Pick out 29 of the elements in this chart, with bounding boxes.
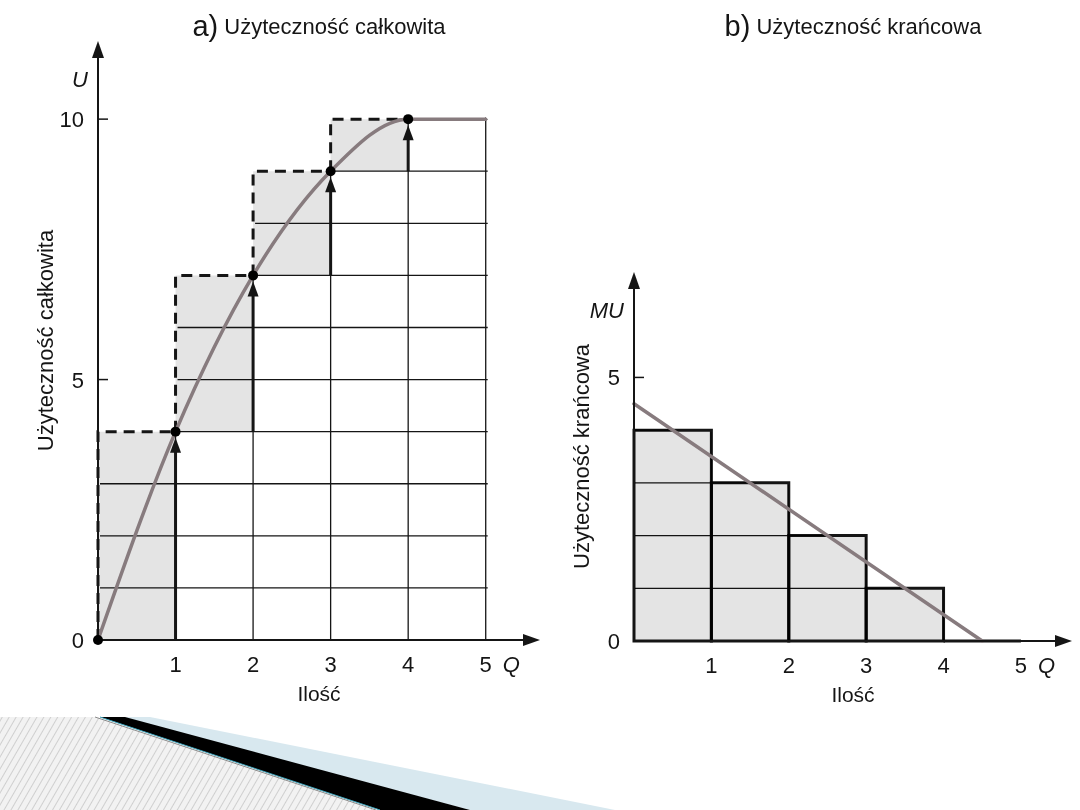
x-axis-title: Ilość	[831, 682, 875, 706]
point	[93, 635, 103, 645]
y-tick-label: 5	[71, 367, 84, 393]
text: Q	[1037, 652, 1056, 678]
y-tick-label: 0	[71, 627, 84, 653]
text: Q	[502, 651, 520, 677]
y-tick-label: 0	[607, 628, 620, 654]
text: MU	[589, 297, 625, 323]
x-tick-label: 1	[169, 651, 182, 677]
x-tick-label: 2	[246, 651, 260, 677]
x-tick-label: 4	[937, 652, 950, 678]
chart-title: a) Użyteczność całkowita	[192, 10, 447, 42]
point	[170, 426, 181, 437]
x-tick-label: 1	[705, 652, 718, 678]
point	[325, 166, 336, 177]
x-axis-title: Ilość	[297, 681, 341, 705]
x-tick-label: 5	[1014, 652, 1028, 678]
x-tick-label: 3	[324, 651, 337, 677]
y-axis-title: Użyteczność całkowita	[32, 229, 58, 452]
point	[248, 270, 259, 281]
x-tick-label: 5	[479, 651, 492, 677]
x-tick-label: 4	[402, 651, 415, 677]
y-axis-title: Użyteczność krańcowa	[568, 343, 594, 569]
x-tick-label: 3	[860, 652, 873, 678]
y-tick-label: 10	[59, 106, 84, 132]
chart-title: b) Użyteczność krańcowa	[724, 10, 983, 42]
point	[403, 114, 414, 125]
x-tick-label: 2	[782, 652, 795, 678]
text: U	[72, 66, 89, 92]
